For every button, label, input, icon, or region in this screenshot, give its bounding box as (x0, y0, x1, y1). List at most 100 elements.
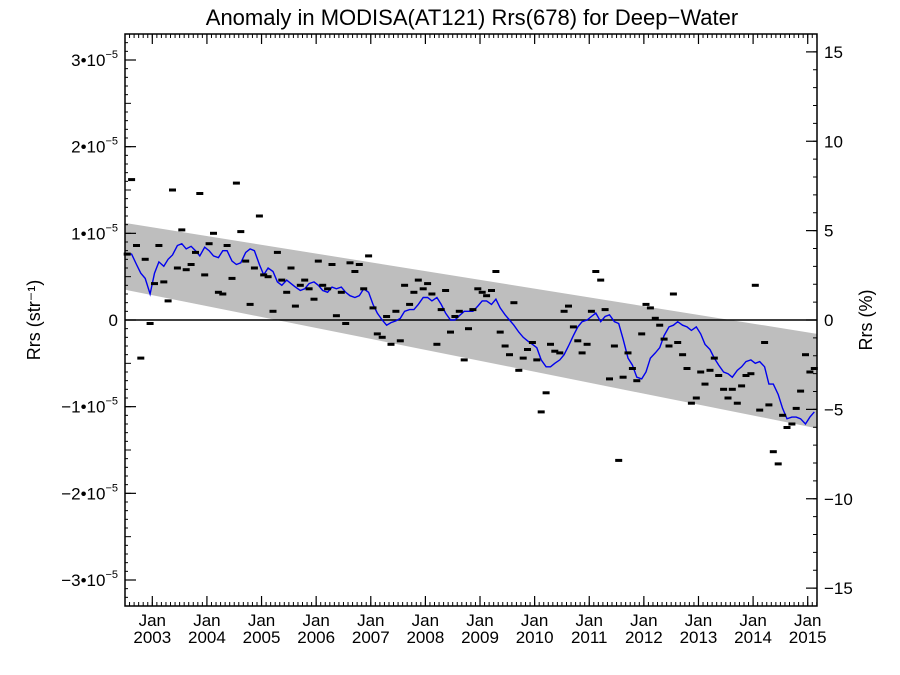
data-point (687, 401, 695, 405)
data-point (187, 263, 195, 266)
y-axis-left-title: Rrs (str⁻¹) (24, 280, 44, 360)
data-point (774, 462, 782, 466)
data-point (510, 301, 518, 305)
data-point (310, 297, 318, 301)
y2-tick-label: −5 (824, 400, 843, 419)
data-point (587, 309, 595, 313)
data-point (264, 275, 272, 279)
data-point (465, 327, 472, 331)
data-point (360, 287, 368, 291)
data-point (383, 315, 391, 318)
y2-tick-label: −10 (824, 490, 853, 509)
data-point (761, 341, 769, 344)
data-point (169, 188, 176, 192)
data-point (583, 342, 591, 346)
data-point (392, 309, 400, 313)
data-point (765, 403, 773, 407)
data-point (788, 422, 796, 426)
data-point (242, 259, 250, 263)
data-point (192, 250, 199, 254)
data-point (401, 283, 409, 287)
data-point (378, 335, 386, 339)
data-point (128, 178, 136, 182)
x-tick-year: 2004 (188, 628, 226, 647)
data-point (205, 242, 213, 246)
x-tick-year: 2005 (243, 628, 281, 647)
x-tick-year: 2013 (680, 628, 718, 647)
data-point (692, 396, 700, 400)
x-tick-month: Jan (521, 611, 548, 630)
data-point (779, 413, 787, 417)
data-point (615, 458, 623, 462)
data-point (797, 389, 805, 393)
data-point (414, 278, 422, 282)
data-point (519, 356, 527, 360)
data-point (733, 401, 741, 405)
y2-tick-label: −15 (824, 579, 853, 598)
data-point (697, 370, 705, 374)
data-point (305, 287, 313, 291)
data-point (460, 358, 468, 362)
data-point (337, 290, 345, 294)
data-point (178, 228, 186, 232)
x-tick-year: 2003 (133, 628, 171, 647)
data-point (419, 287, 427, 291)
data-point (715, 374, 723, 377)
data-point (547, 342, 554, 346)
data-point (324, 287, 332, 291)
data-point (173, 266, 181, 270)
data-point (141, 257, 149, 261)
x-tick-month: Jan (794, 611, 821, 630)
y-tick-label: −2•10−5 (61, 482, 118, 503)
data-point (237, 230, 245, 234)
data-point (160, 280, 168, 284)
chart-title: Anomaly in MODISA(AT121) Rrs(678) for De… (206, 5, 738, 30)
data-point (255, 214, 263, 218)
data-point (747, 372, 755, 376)
data-point (424, 282, 432, 286)
x-tick-year: 2006 (297, 628, 335, 647)
data-point (638, 332, 646, 336)
data-point (164, 299, 172, 303)
data-point (802, 353, 809, 357)
x-tick-month: Jan (193, 611, 220, 630)
data-point (406, 302, 414, 306)
y-tick-label: −1•10−5 (61, 396, 118, 417)
data-point (738, 384, 746, 388)
data-point (396, 339, 404, 343)
y2-tick-label: 10 (824, 132, 843, 151)
ticks-layer: Jan2003Jan2004Jan2005Jan2006Jan2007Jan20… (61, 33, 853, 647)
data-point (365, 254, 373, 258)
smoothed-series-line (127, 242, 815, 426)
data-point (342, 322, 350, 325)
data-point (578, 351, 586, 355)
data-point (488, 289, 495, 292)
data-point (278, 278, 286, 282)
data-point (451, 315, 459, 318)
x-tick-year: 2012 (625, 628, 663, 647)
data-point (683, 367, 691, 370)
data-point (592, 270, 600, 273)
y2-tick-label: 0 (824, 311, 833, 330)
data-point (260, 273, 268, 277)
x-tick-year: 2009 (461, 628, 499, 647)
data-point (597, 278, 605, 282)
data-point (806, 370, 814, 374)
data-point (646, 306, 654, 310)
x-tick-month: Jan (576, 611, 603, 630)
data-point (273, 250, 281, 254)
data-point (556, 351, 564, 355)
data-point (182, 268, 190, 272)
data-point (455, 309, 463, 313)
data-point (574, 339, 582, 343)
x-tick-month: Jan (248, 611, 275, 630)
data-point (720, 387, 728, 391)
x-tick-month: Jan (739, 611, 766, 630)
data-point (287, 266, 295, 270)
data-point (751, 283, 759, 287)
x-tick-year: 2014 (734, 628, 772, 647)
data-point (474, 287, 482, 291)
data-point (250, 266, 258, 270)
data-point (146, 322, 154, 325)
